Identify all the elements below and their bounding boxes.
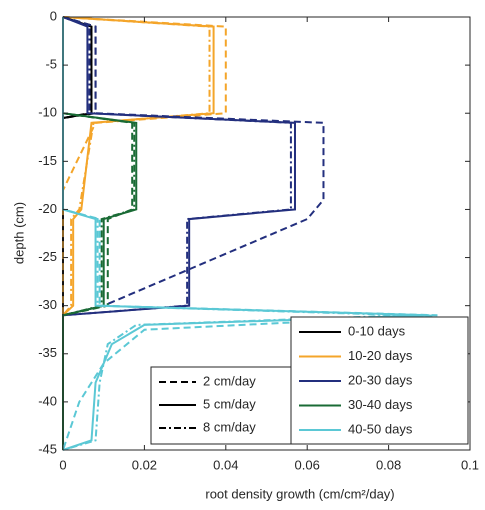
legend-label: 20-30 days (348, 372, 413, 387)
data-line (62, 17, 136, 450)
x-axis-label: root density growth (cm/cm²/day) (205, 486, 394, 501)
x-tick-label: 0.1 (461, 457, 479, 472)
x-tick-label: 0.06 (295, 457, 320, 472)
legend-label: 30-40 days (348, 397, 413, 412)
legend-label: 40-50 days (348, 421, 413, 436)
legend-label: 10-20 days (348, 348, 413, 363)
y-tick-label: -45 (38, 441, 57, 456)
y-tick-label: -40 (38, 393, 57, 408)
y-tick-label: -20 (38, 201, 57, 216)
plot-frame (62, 16, 471, 451)
data-line (62, 16, 292, 450)
y-tick-label: -35 (38, 345, 57, 360)
x-tick-label: 0.02 (132, 457, 157, 472)
data-line (62, 17, 438, 451)
legend-label: 8 cm/day (203, 419, 256, 434)
data-line (62, 17, 430, 451)
y-tick-label: -5 (45, 57, 57, 72)
y-tick-label: -15 (38, 153, 57, 168)
y-tick-label: 0 (50, 8, 57, 23)
x-tick-label: 0 (59, 457, 66, 472)
y-tick-label: -30 (38, 297, 57, 312)
legend-label: 0-10 days (348, 323, 406, 338)
x-tick-label: 0.04 (213, 457, 238, 472)
y-axis-label: depth (cm) (11, 202, 26, 264)
y-tick-label: -10 (38, 105, 57, 120)
legend-label: 2 cm/day (203, 373, 256, 388)
data-line (62, 17, 409, 451)
x-tick-label: 0.08 (376, 457, 401, 472)
data-line (62, 16, 211, 450)
data-line (62, 16, 91, 450)
y-tick-label: -25 (38, 249, 57, 264)
legend-label: 5 cm/day (203, 396, 256, 411)
